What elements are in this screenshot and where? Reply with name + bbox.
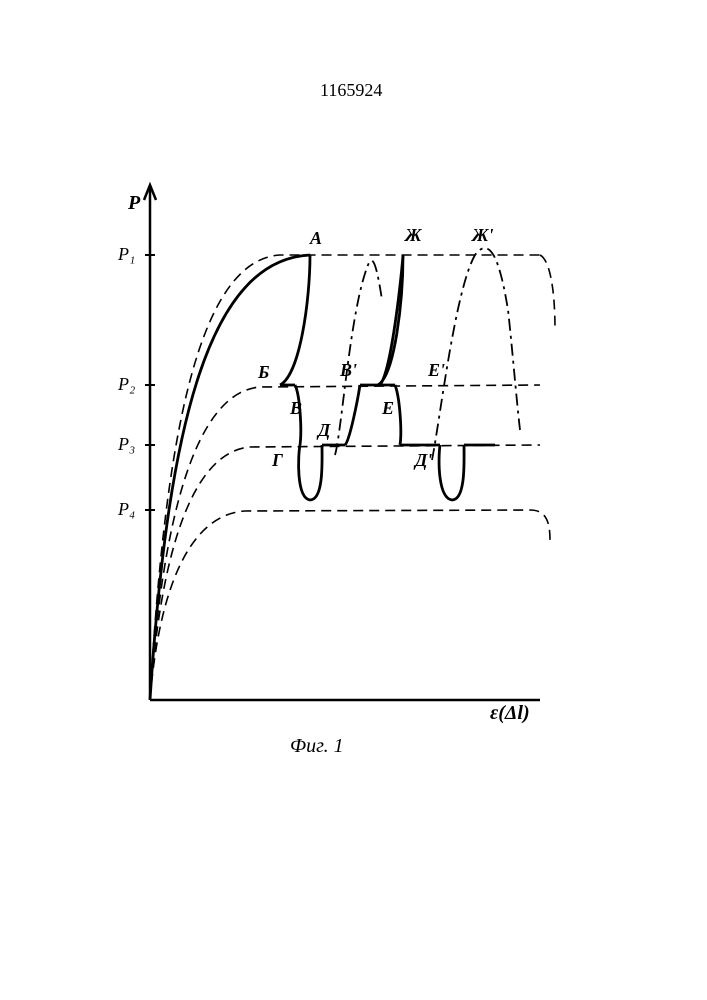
label-Dp: Д' bbox=[415, 450, 432, 471]
figure-caption: Фиг. 1 bbox=[290, 735, 344, 758]
label-Ep: Е' bbox=[428, 360, 445, 381]
ytick-p4: P₄ bbox=[118, 499, 135, 520]
label-G: Г bbox=[272, 450, 283, 471]
x-axis-label: ε(Δl) bbox=[490, 702, 530, 725]
label-Zhp: Ж' bbox=[472, 225, 494, 246]
ytick-p2: P₂ bbox=[118, 374, 135, 395]
y-axis-label: P bbox=[128, 192, 140, 215]
label-E: Е bbox=[382, 398, 394, 419]
label-D: Д bbox=[318, 420, 330, 441]
ytick-p1: P₁ bbox=[118, 244, 135, 265]
label-V: В bbox=[290, 398, 302, 419]
label-Zh: Ж bbox=[405, 225, 422, 246]
label-Vp: В' bbox=[340, 360, 357, 381]
ytick-p3: P₃ bbox=[118, 434, 135, 455]
label-B: Б bbox=[258, 362, 269, 383]
diagram-svg bbox=[0, 0, 707, 1000]
label-A: А bbox=[310, 228, 322, 249]
